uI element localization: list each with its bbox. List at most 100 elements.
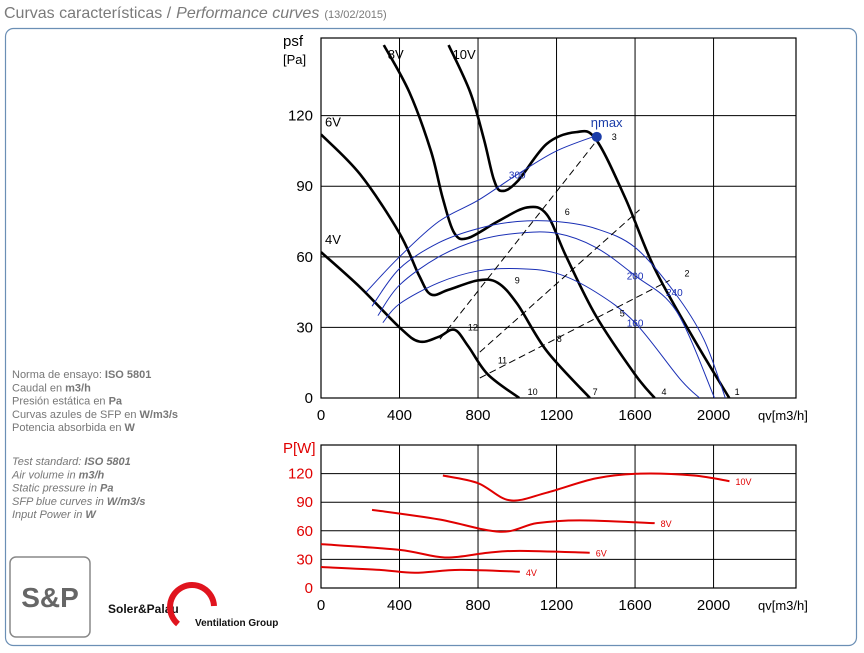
x-tick-label: 1600 [618, 407, 651, 424]
series-line [382, 267, 700, 398]
note-text: SFP blue curves in [12, 496, 104, 508]
series-label: 300 [509, 170, 526, 181]
note-text: Caudal en [12, 382, 62, 394]
note-text: Potencia absorbida en [12, 422, 121, 434]
x-tick-label: 0 [317, 407, 325, 424]
note: Curvas azules de SFP en W/m3/s [12, 409, 178, 421]
point-label: 12 [468, 322, 478, 332]
y-tick-label: 120 [288, 108, 313, 125]
x-tick-label: 1600 [618, 597, 651, 614]
point-label: 4 [662, 387, 667, 397]
y-tick-label: 30 [296, 551, 313, 568]
x-tick-label: 800 [466, 597, 491, 614]
series-label: 200 [627, 272, 644, 283]
note-bold: Pa [100, 483, 113, 495]
note-text: Air volume in [11, 469, 76, 481]
series-line [321, 133, 591, 398]
series-label: 4V [526, 568, 537, 578]
logo-arc [167, 582, 217, 627]
x-tick-label: 0 [317, 597, 325, 614]
x-tick-label: 400 [387, 597, 412, 614]
y-axis-label: P[W] [283, 440, 316, 457]
note: Test standard: ISO 5801 [12, 456, 131, 468]
y-tick-label: 60 [296, 249, 313, 266]
y-tick-label: 90 [296, 494, 313, 511]
y-axis-label: psf [283, 33, 304, 50]
y-tick-label: 0 [305, 390, 313, 407]
series-line [365, 134, 600, 293]
series-label: 8V [388, 47, 404, 62]
note-text: Curvas azules de SFP en [12, 409, 137, 421]
series-label: 160 [627, 319, 644, 330]
series-line [321, 543, 590, 559]
series-line [371, 220, 726, 398]
y-tick-label: 30 [296, 319, 313, 336]
y-tick-label: 120 [288, 466, 313, 483]
series-line [321, 251, 521, 398]
logo-brand: Soler&Palau [108, 602, 179, 616]
logo: S&P Soler&Palau Ventilation Group [9, 556, 278, 638]
note-bold: Pa [109, 396, 123, 408]
series-line [321, 566, 520, 574]
note-bold: W [124, 422, 135, 434]
series-label: 10V [453, 47, 476, 62]
series-line [479, 279, 670, 379]
note: Air volume in m3/h [11, 469, 105, 481]
note: Potencia absorbida en W [12, 422, 135, 434]
point-label: 10 [528, 387, 538, 397]
series-line [442, 472, 730, 502]
note-bold: W/m3/s [107, 496, 146, 508]
x-tick-label: 800 [466, 407, 491, 424]
point-label: 3 [612, 132, 617, 142]
note-text: Test standard: [12, 456, 81, 468]
note-text: Norma de ensayo: [12, 369, 102, 381]
x-tick-label: 2000 [697, 407, 730, 424]
note-bold: m3/h [65, 382, 91, 394]
note-text: Static pressure in [12, 483, 97, 495]
series-line [447, 44, 731, 398]
note-text: Input Power in [12, 509, 82, 521]
note-text: Presión estática en [12, 396, 106, 408]
x-axis-label: qv[m3/h] [758, 598, 808, 613]
series-label: 10V [735, 477, 751, 487]
point-label: 11 [498, 355, 507, 365]
subtitle: Performance curves [176, 5, 319, 22]
x-axis-label: qv[m3/h] [758, 408, 808, 423]
note: Static pressure in Pa [12, 483, 113, 495]
y-tick-label: 0 [305, 580, 313, 597]
title: Curvas características / [4, 5, 172, 22]
point-label: 7 [593, 387, 598, 397]
series-label: 8V [661, 519, 672, 529]
point-label: 6 [565, 207, 570, 217]
x-tick-label: 400 [387, 407, 412, 424]
logo-box [9, 556, 91, 638]
point-label: 8 [557, 334, 562, 344]
note-bold: ISO 5801 [105, 369, 151, 381]
eta-max-point [591, 131, 602, 142]
point-label: 5 [620, 308, 625, 318]
note: Input Power in W [12, 509, 97, 521]
point-label: 9 [515, 275, 520, 285]
date: (13/02/2015) [324, 9, 386, 21]
note-bold: ISO 5801 [84, 456, 130, 468]
note: Norma de ensayo: ISO 5801 [12, 369, 151, 381]
series-label: 240 [666, 288, 683, 299]
x-tick-label: 1200 [540, 597, 573, 614]
series-label: 6V [325, 114, 341, 129]
series-line [479, 209, 640, 353]
note: SFP blue curves in W/m3/s [12, 496, 145, 508]
y-tick-label: 60 [296, 523, 313, 540]
note-bold: m3/h [79, 469, 105, 481]
x-tick-label: 2000 [697, 597, 730, 614]
eta-max-label: ηmax [591, 115, 623, 130]
point-label: 1 [735, 387, 740, 397]
plot-area [320, 444, 797, 589]
y-axis-unit: [Pa] [283, 52, 306, 67]
note: Caudal en m3/h [12, 382, 91, 394]
series-label: 6V [596, 549, 607, 559]
series-line [377, 231, 716, 398]
note-bold: W [85, 509, 97, 521]
series-line [382, 44, 656, 398]
point-label: 2 [685, 268, 690, 278]
